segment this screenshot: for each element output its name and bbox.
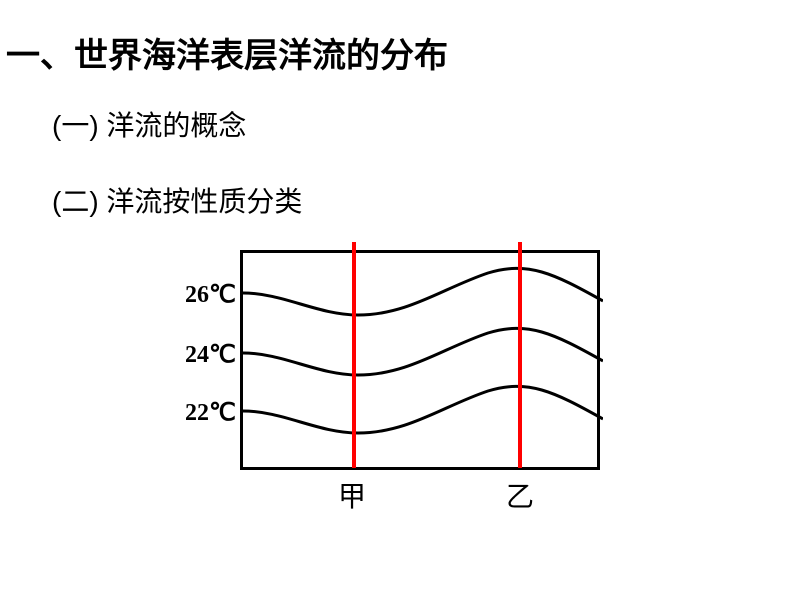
vertical-line-yi [518, 242, 522, 468]
temp-label-24: 24℃ [166, 340, 236, 369]
label-jia: 甲 [338, 475, 366, 515]
vertical-line-jia [352, 242, 356, 468]
subheading-classification: (二) 洋流按性质分类 [52, 180, 302, 220]
isotherm-curves [243, 253, 603, 473]
temp-label-26: 26℃ [166, 280, 236, 309]
label-yi: 乙 [506, 475, 534, 515]
diagram-box [240, 250, 600, 470]
subheading-concept: (一) 洋流的概念 [52, 104, 246, 144]
isotherm-26 [243, 268, 603, 315]
temp-label-22: 22℃ [166, 398, 236, 427]
main-heading: 一、世界海洋表层洋流的分布 [6, 28, 448, 77]
isotherm-24 [243, 328, 603, 375]
isotherm-diagram: 26℃ 24℃ 22℃ 甲 乙 [120, 250, 620, 530]
isotherm-22 [243, 386, 603, 433]
